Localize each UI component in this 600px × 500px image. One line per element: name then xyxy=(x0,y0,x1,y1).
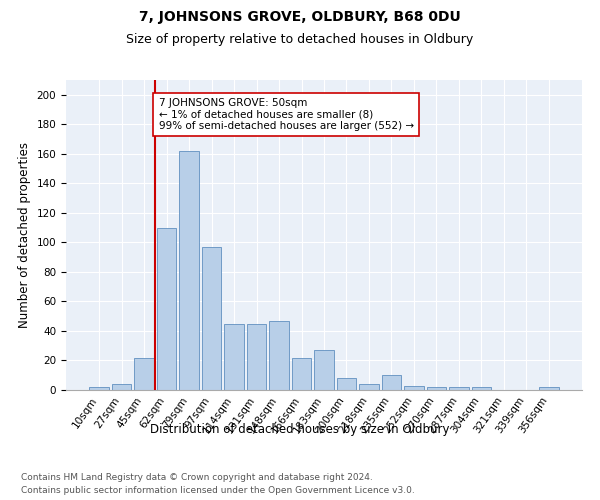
Text: Contains public sector information licensed under the Open Government Licence v3: Contains public sector information licen… xyxy=(21,486,415,495)
Bar xyxy=(179,151,199,390)
Text: 7 JOHNSONS GROVE: 50sqm
← 1% of detached houses are smaller (8)
99% of semi-deta: 7 JOHNSONS GROVE: 50sqm ← 1% of detached… xyxy=(158,98,414,131)
Bar xyxy=(89,387,109,390)
Bar xyxy=(337,378,356,390)
Bar xyxy=(224,324,244,390)
Bar xyxy=(247,324,266,390)
Text: Distribution of detached houses by size in Oldbury: Distribution of detached houses by size … xyxy=(150,422,450,436)
Bar xyxy=(269,320,289,390)
Text: Contains HM Land Registry data © Crown copyright and database right 2024.: Contains HM Land Registry data © Crown c… xyxy=(21,474,373,482)
Bar xyxy=(449,387,469,390)
Bar xyxy=(134,358,154,390)
Bar xyxy=(202,247,221,390)
Bar xyxy=(292,358,311,390)
Bar xyxy=(359,384,379,390)
Bar xyxy=(472,387,491,390)
Y-axis label: Number of detached properties: Number of detached properties xyxy=(18,142,31,328)
Bar xyxy=(112,384,131,390)
Bar xyxy=(404,386,424,390)
Bar xyxy=(314,350,334,390)
Text: 7, JOHNSONS GROVE, OLDBURY, B68 0DU: 7, JOHNSONS GROVE, OLDBURY, B68 0DU xyxy=(139,10,461,24)
Bar xyxy=(427,387,446,390)
Bar xyxy=(157,228,176,390)
Text: Size of property relative to detached houses in Oldbury: Size of property relative to detached ho… xyxy=(127,32,473,46)
Bar xyxy=(382,375,401,390)
Bar xyxy=(539,387,559,390)
